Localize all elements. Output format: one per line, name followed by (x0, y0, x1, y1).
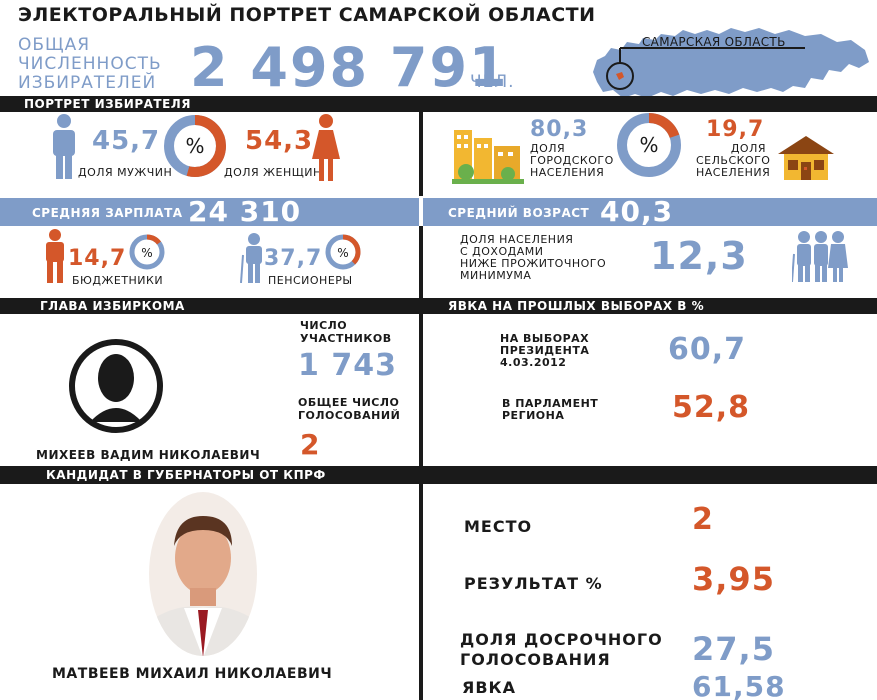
gender-donut: % (164, 115, 226, 177)
pension-donut-symbol: % (337, 246, 348, 260)
divider-vertical-3 (419, 298, 423, 466)
section-portrait-title: ПОРТРЕТ ИЗБИРАТЕЛЯ (24, 97, 192, 111)
settlement-donut-symbol: % (639, 133, 658, 157)
early-label: ДОЛЯ ДОСРОЧНОГО ГОЛОСОВАНИЯ (460, 630, 663, 669)
voters-value: 2 498 791 (190, 36, 509, 99)
pension-donut: % (325, 234, 361, 270)
result-label: РЕЗУЛЬТАТ % (464, 574, 603, 593)
voters-unit: ЧЕЛ. (470, 72, 515, 92)
participants-label: ЧИСЛО УЧАСТНИКОВ (300, 319, 392, 345)
settlement-donut: % (617, 113, 681, 177)
pension-value: 37,7 (264, 246, 323, 271)
worker-icon (46, 229, 64, 283)
pension-label: ПЕНСИОНЕРЫ (268, 274, 353, 287)
salary-age-divider (419, 198, 423, 226)
parl-value: 52,8 (672, 390, 751, 425)
early-value: 27,5 (692, 630, 775, 668)
place-value: 2 (692, 502, 714, 537)
man-icon (53, 114, 75, 179)
divider-vertical-1 (419, 96, 423, 196)
russia-map (593, 28, 869, 98)
budget-donut-symbol: % (141, 246, 152, 260)
divider-vertical-2 (419, 226, 423, 298)
rural-label: ДОЛЯ СЕЛЬСКОГО НАСЕЛЕНИЯ (696, 142, 771, 179)
budget-donut: % (129, 234, 165, 270)
urban-label: ДОЛЯ ГОРОДСКОГО НАСЕЛЕНИЯ (530, 142, 614, 179)
elderly-group-icon (792, 231, 848, 282)
section-candidate-title: КАНДИДАТ В ГУБЕРНАТОРЫ ОТ КПРФ (46, 468, 326, 482)
budget-value: 14,7 (68, 246, 127, 271)
pres-value: 60,7 (668, 332, 747, 367)
votes-value: 2 (300, 428, 321, 461)
map-region-label: САМАРСКАЯ ОБЛАСТЬ (642, 35, 786, 49)
poverty-value: 12,3 (650, 234, 748, 278)
result-value: 3,95 (692, 560, 775, 598)
house-icon (778, 136, 834, 180)
woman-icon (312, 114, 340, 181)
candidate-photo (149, 492, 257, 656)
divider-vertical-4 (419, 484, 423, 700)
men-value: 45,7 (92, 126, 161, 156)
women-value: 54,3 (245, 126, 314, 156)
poverty-label: ДОЛЯ НАСЕЛЕНИЯ С ДОХОДАМИ НИЖЕ ПРОЖИТОЧН… (460, 233, 607, 282)
section-turnout-title: ЯВКА НА ПРОШЛЫХ ВЫБОРАХ В % (448, 299, 705, 313)
candidate-name: МАТВЕЕВ МИХАИЛ НИКОЛАЕВИЧ (52, 666, 333, 682)
city-icon (452, 130, 524, 184)
participants-value: 1 743 (298, 348, 397, 383)
men-label: ДОЛЯ МУЖЧИН (78, 166, 173, 179)
parl-label: В ПАРЛАМЕНТ РЕГИОНА (502, 397, 599, 422)
votes-label: ОБЩЕЕ ЧИСЛО ГОЛОСОВАНИЙ (298, 396, 401, 422)
women-label: ДОЛЯ ЖЕНЩИН (224, 166, 322, 179)
commission-name: МИХЕЕВ ВАДИМ НИКОЛАЕВИЧ (36, 448, 261, 462)
silhouette-portrait (69, 339, 163, 433)
gender-donut-symbol: % (185, 134, 204, 158)
turnout-value: 61,58 (692, 670, 786, 700)
budget-label: БЮДЖЕТНИКИ (72, 274, 164, 287)
salary-age-bar (0, 198, 877, 226)
pres-label: НА ВЫБОРАХ ПРЕЗИДЕНТА 4.03.2012 (500, 332, 590, 369)
section-head-bar: ГЛАВА ИЗБИРКОМА ЯВКА НА ПРОШЛЫХ ВЫБОРАХ … (0, 298, 877, 314)
age-label: СРЕДНИЙ ВОЗРАСТ (448, 206, 590, 220)
turnout-label: ЯВКА (462, 678, 516, 697)
urban-value: 80,3 (530, 117, 589, 142)
salary-label: СРЕДНЯЯ ЗАРПЛАТА (32, 206, 183, 220)
salary-value: 24 310 (188, 195, 302, 228)
page-title: ЭЛЕКТОРАЛЬНЫЙ ПОРТРЕТ САМАРСКОЙ ОБЛАСТИ (18, 4, 596, 26)
age-value: 40,3 (600, 195, 674, 228)
voters-label: ОБЩАЯ ЧИСЛЕННОСТЬ ИЗБИРАТЕЛЕЙ (18, 35, 162, 93)
pensioner-icon (240, 233, 262, 283)
place-label: МЕСТО (464, 517, 533, 536)
section-portrait-bar: ПОРТРЕТ ИЗБИРАТЕЛЯ (0, 96, 877, 112)
rural-value: 19,7 (706, 117, 765, 142)
section-candidate-bar: КАНДИДАТ В ГУБЕРНАТОРЫ ОТ КПРФ (0, 466, 877, 484)
section-head-title: ГЛАВА ИЗБИРКОМА (40, 299, 185, 313)
